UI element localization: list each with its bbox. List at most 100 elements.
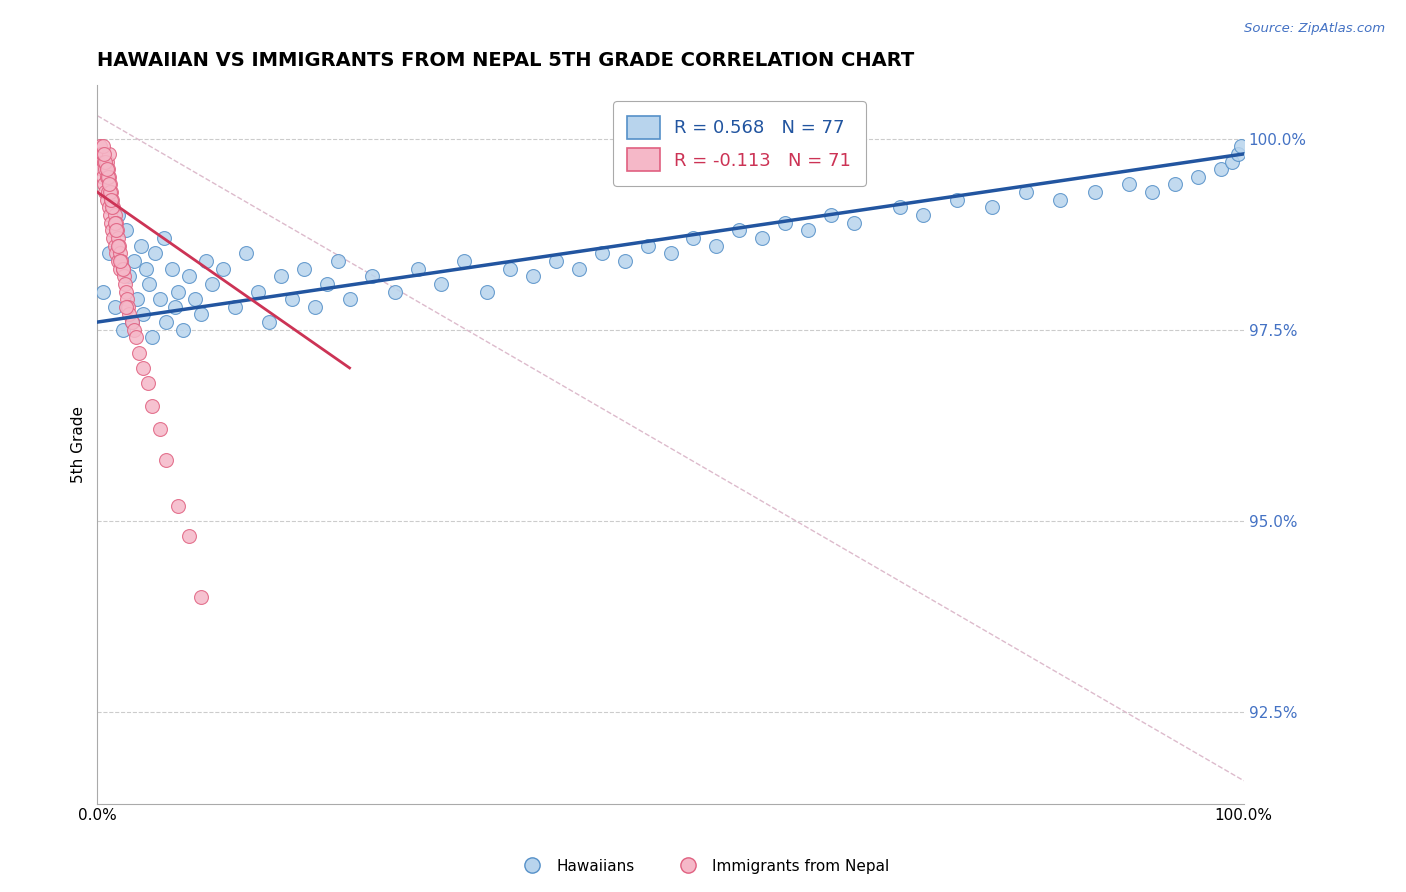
Point [706,238,728,252]
Point [728,223,751,237]
Point [110,254,132,268]
Point [155,452,177,467]
Point [98,178,121,192]
Point [751,231,773,245]
Point [682,231,704,245]
Point [453,254,475,268]
Point [98,185,121,199]
Point [1140,185,1163,199]
Point [136,376,159,391]
Point [90,147,112,161]
Point [100,193,122,207]
Point [107,254,129,268]
Point [93,147,115,161]
Point [166,499,188,513]
Point [115,292,138,306]
Point [889,201,911,215]
Point [97,246,120,260]
Point [100,216,122,230]
Point [361,269,384,284]
Point [304,300,326,314]
Point [101,193,124,207]
Point [91,169,114,184]
Point [1220,154,1243,169]
Point [155,315,177,329]
Point [91,147,114,161]
Point [97,147,120,161]
Point [1049,193,1071,207]
Point [112,269,135,284]
Point [94,162,117,177]
Point [591,246,613,260]
Point [103,231,125,245]
Point [107,231,129,245]
Point [93,178,115,192]
Point [114,277,136,291]
Point [97,162,120,177]
Legend: R = 0.568   N = 77, R = -0.113   N = 71: R = 0.568 N = 77, R = -0.113 N = 71 [613,102,866,186]
Point [613,254,636,268]
Point [115,285,138,299]
Point [117,300,139,314]
Point [149,292,172,306]
Point [292,261,315,276]
Point [499,261,522,276]
Point [246,285,269,299]
Point [103,201,125,215]
Point [544,254,567,268]
Point [103,216,125,230]
Point [141,330,163,344]
Point [190,308,212,322]
Point [190,591,212,605]
Point [121,315,143,329]
Legend: Hawaiians, Immigrants from Nepal: Hawaiians, Immigrants from Nepal [510,853,896,880]
Point [842,216,865,230]
Point [270,269,292,284]
Point [1230,139,1253,153]
Text: Source: ZipAtlas.com: Source: ZipAtlas.com [1244,22,1385,36]
Point [118,308,141,322]
Point [132,308,155,322]
Point [568,261,591,276]
Point [91,139,114,153]
Point [107,208,129,222]
Point [104,246,127,260]
Point [111,261,134,276]
Point [134,261,156,276]
Point [1187,169,1209,184]
Point [100,185,122,199]
Point [94,185,117,199]
Point [201,277,224,291]
Point [122,254,145,268]
Point [93,154,115,169]
Point [96,154,118,169]
Point [195,254,218,268]
Point [127,292,149,306]
Point [259,315,281,329]
Point [141,399,163,413]
Point [91,154,114,169]
Point [911,208,934,222]
Point [143,246,166,260]
Point [115,223,138,237]
Point [97,201,120,215]
Point [101,223,124,237]
Point [103,208,125,222]
Point [177,269,200,284]
Point [97,169,120,184]
Point [96,193,118,207]
Point [104,216,127,230]
Point [281,292,304,306]
Point [408,261,430,276]
Point [110,261,132,276]
Point [166,285,188,299]
Point [96,169,118,184]
Point [637,238,659,252]
Point [522,269,544,284]
Point [659,246,682,260]
Point [1209,162,1232,177]
Point [430,277,453,291]
Point [110,254,132,268]
Point [105,223,128,237]
Point [111,323,134,337]
